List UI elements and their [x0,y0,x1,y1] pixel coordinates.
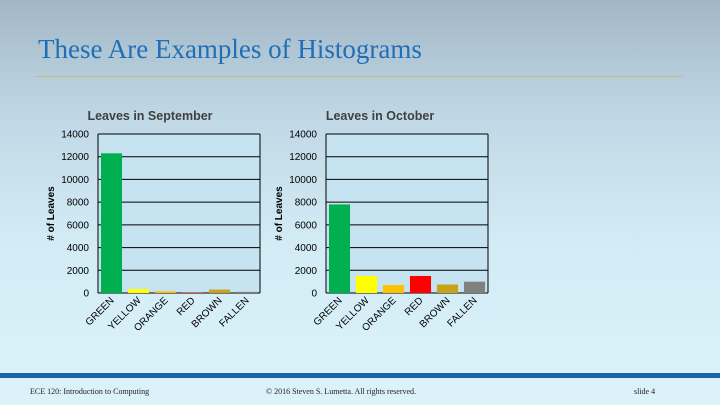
y-tick-label: 0 [311,289,317,300]
x-tick-label: FALLEN [218,295,252,329]
chart-title: Leaves in September [87,109,212,123]
bar-red [181,292,204,293]
y-tick-label: 12000 [61,152,89,163]
y-tick-label: 14000 [61,130,89,141]
bar-green [328,204,351,293]
y-tick-label: 8000 [295,198,318,209]
y-tick-label: 10000 [289,175,317,186]
y-axis-label: # of Leaves [274,186,285,241]
title-divider [36,76,682,77]
bar-green [100,153,123,293]
y-tick-label: 14000 [289,130,317,141]
plot-area [326,134,488,293]
slide-title: These Are Examples of Histograms [38,34,422,64]
bar-yellow [355,275,378,293]
bar-brown [208,289,231,293]
bar-fallen [235,291,258,293]
bar-red [409,275,432,293]
chart-september: 02000400060008000100001200014000GREENYEL… [46,109,261,334]
y-tick-label: 6000 [67,220,90,231]
chart-title: Leaves in October [326,109,435,123]
y-tick-label: 4000 [67,243,90,254]
x-tick-label: RED [403,295,426,318]
plot-area [98,134,260,293]
footer-course: ECE 120: Introduction to Computing [30,387,150,396]
y-tick-label: 4000 [295,243,318,254]
bar-orange [382,285,405,293]
y-tick-label: 6000 [295,220,318,231]
footer-slide-number: slide 4 [634,387,656,396]
y-axis-label: # of Leaves [46,186,57,241]
x-tick-label: FALLEN [446,295,480,329]
y-tick-label: 0 [83,289,89,300]
y-tick-label: 2000 [67,266,90,277]
y-tick-label: 2000 [295,266,318,277]
footer-copyright: © 2016 Steven S. Lumetta. All rights res… [266,387,417,396]
bar-orange [154,291,177,293]
y-tick-label: 12000 [289,152,317,163]
y-tick-label: 8000 [67,198,90,209]
bar-yellow [127,289,150,293]
bar-brown [436,284,459,293]
x-tick-label: RED [175,295,198,318]
y-tick-label: 10000 [61,175,89,186]
bar-fallen [463,281,486,293]
chart-october: 02000400060008000100001200014000GREENYEL… [274,109,489,334]
footer-bar [0,373,720,378]
